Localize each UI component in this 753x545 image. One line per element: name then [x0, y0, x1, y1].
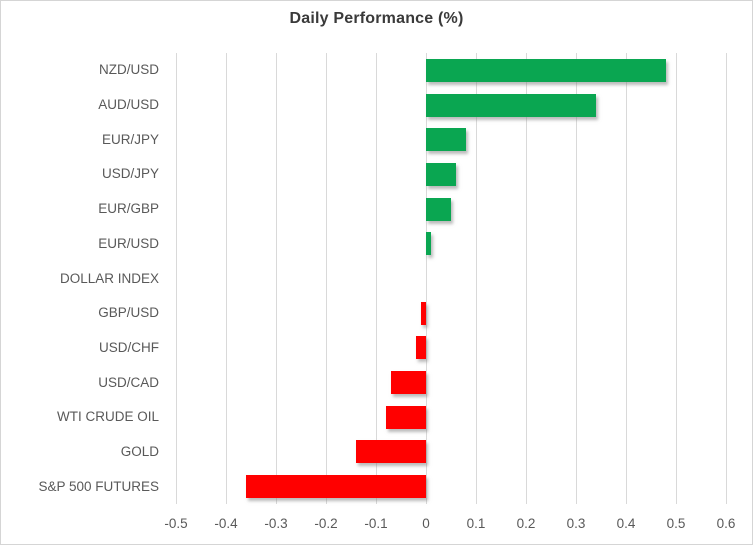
- gridline: [325, 53, 327, 504]
- gridline: [575, 53, 577, 504]
- bar: [356, 440, 426, 464]
- bar: [386, 405, 426, 429]
- gridline: [375, 53, 377, 504]
- category-label: USD/CHF: [99, 339, 159, 355]
- gridline: [725, 53, 727, 504]
- category-label: S&P 500 FUTURES: [38, 478, 159, 494]
- gridline: [225, 53, 227, 504]
- x-tick-label: 0: [422, 516, 430, 531]
- category-label: USD/JPY: [101, 166, 159, 182]
- x-tick-label: 0.5: [666, 516, 686, 531]
- category-label: NZD/USD: [99, 62, 159, 78]
- x-tick-label: -0.1: [364, 516, 388, 531]
- bar: [391, 371, 426, 395]
- category-label: EUR/USD: [98, 235, 159, 251]
- category-label: GBP/USD: [98, 305, 159, 321]
- bar: [426, 232, 431, 256]
- x-tick-label: 0.1: [466, 516, 486, 531]
- x-tick-label: -0.2: [314, 516, 338, 531]
- bar: [426, 162, 456, 186]
- chart-title: Daily Performance (%): [289, 10, 464, 27]
- gridline: [675, 53, 677, 504]
- gridline: [625, 53, 627, 504]
- x-tick-label: -0.3: [264, 516, 288, 531]
- x-tick-label: 0.4: [616, 516, 636, 531]
- bar: [421, 301, 426, 325]
- gridline: [275, 53, 277, 504]
- gridline: [425, 53, 427, 504]
- category-label: EUR/GBP: [98, 201, 159, 217]
- category-label: GOLD: [120, 443, 159, 459]
- bar: [426, 197, 451, 221]
- x-tick-label: 0.6: [716, 516, 736, 531]
- category-label: USD/CAD: [98, 374, 159, 390]
- gridline: [475, 53, 477, 504]
- gridline: [175, 53, 177, 504]
- bar: [426, 93, 596, 117]
- bar: [426, 128, 466, 152]
- category-label: EUR/JPY: [101, 131, 159, 147]
- gridline: [525, 53, 527, 504]
- x-tick-label: 0.3: [566, 516, 586, 531]
- x-tick-label: 0.2: [516, 516, 536, 531]
- x-tick-label: -0.4: [214, 516, 238, 531]
- category-label: AUD/USD: [98, 97, 159, 113]
- bar: [416, 336, 426, 360]
- category-label: WTI CRUDE OIL: [56, 409, 159, 425]
- bar: [426, 58, 666, 82]
- x-tick-label: -0.5: [164, 516, 188, 531]
- bar: [246, 475, 426, 499]
- category-label: DOLLAR INDEX: [59, 270, 159, 286]
